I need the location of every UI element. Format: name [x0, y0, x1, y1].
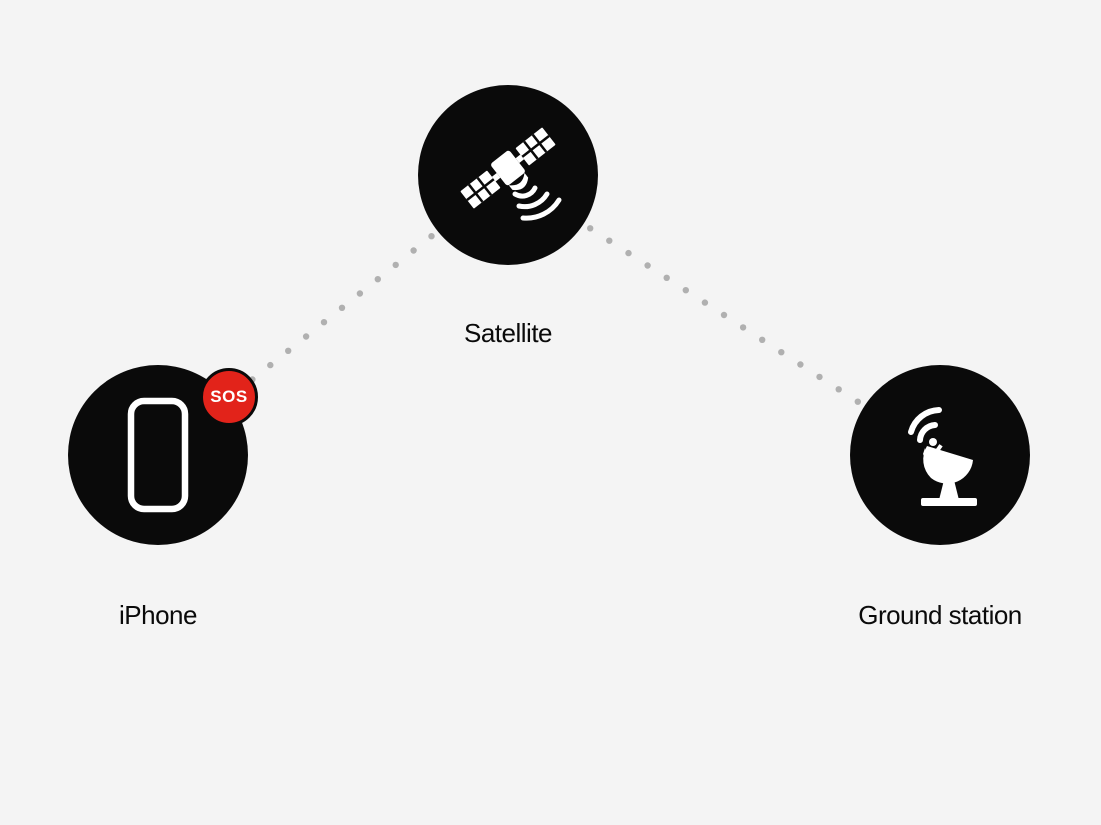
satellite-icon: [443, 110, 573, 240]
node-ground-station: [850, 365, 1030, 545]
node-label-satellite: Satellite: [464, 318, 552, 349]
iphone-icon: [123, 395, 193, 515]
node-satellite: [418, 85, 598, 265]
diagram-canvas: SOS iPhone: [0, 0, 1101, 825]
sos-badge: SOS: [200, 368, 258, 426]
sos-badge-text: SOS: [210, 387, 247, 407]
ground-station-icon: [875, 390, 1005, 520]
node-label-iphone: iPhone: [119, 600, 197, 631]
node-label-ground-station: Ground station: [858, 600, 1022, 631]
